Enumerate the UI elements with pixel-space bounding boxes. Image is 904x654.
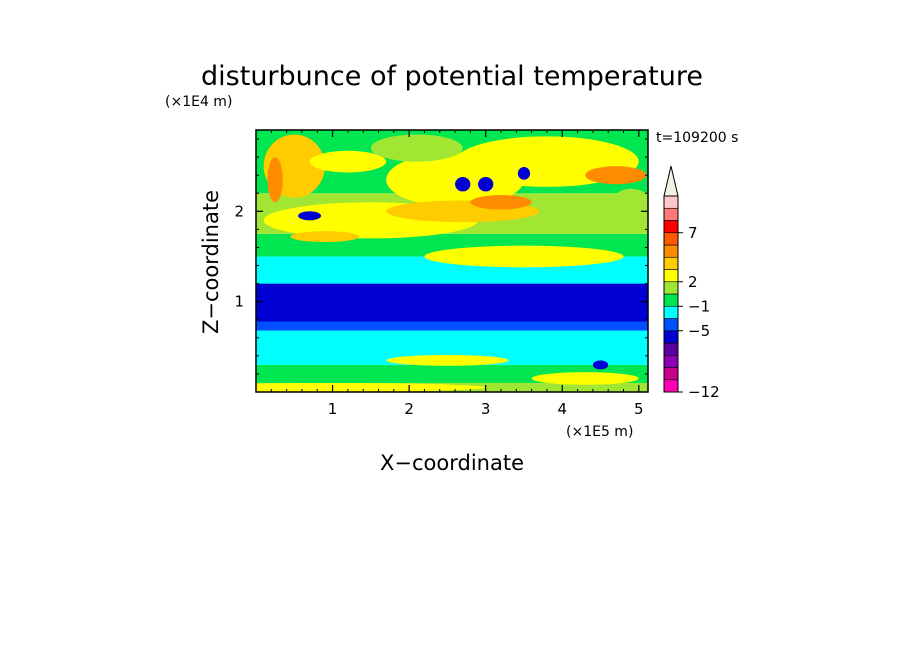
colorbar-swatch-0 [663, 379, 679, 393]
contour-blob-13 [517, 167, 531, 180]
contour-blob-11 [455, 176, 471, 192]
colorbar-swatch-14 [663, 207, 679, 221]
contour-blob-8 [267, 157, 283, 203]
contour-blob-10 [298, 211, 322, 221]
time-label: t=109200 s [656, 130, 738, 146]
contour-blob-6 [585, 166, 647, 185]
y-tick-label-2: 2 [234, 202, 244, 220]
colorbar-frame [663, 195, 679, 393]
colorbar-swatch-4 [663, 330, 679, 344]
contour-band-4 [256, 283, 648, 322]
contour-band-3 [256, 321, 648, 331]
contour-blob-16 [531, 372, 639, 385]
colorbar-swatch-2 [663, 354, 679, 368]
contour-blob-7 [470, 195, 532, 210]
colorbar-swatch-13 [663, 220, 679, 234]
plot-area [256, 130, 648, 392]
colorbar-swatch-6 [663, 305, 679, 319]
colorbar-tick-label-4: 7 [688, 224, 698, 242]
y-tick-label-1: 1 [234, 293, 244, 311]
colorbar-swatch-3 [663, 342, 679, 356]
colorbar-tick-label-2: −1 [688, 297, 710, 315]
contour-blob-9 [424, 245, 624, 268]
x-unit-label: (×1E5 m) [566, 424, 633, 440]
colorbar-tick-label-3: 2 [688, 273, 698, 291]
x-tick-label-3: 3 [481, 400, 491, 418]
contour-blob-15 [386, 354, 509, 366]
colorbar-tick-label-1: −5 [688, 322, 710, 340]
contour-blob-20 [370, 134, 463, 162]
x-axis-label: X−coordinate [380, 451, 524, 475]
y-unit-label: (×1E4 m) [165, 94, 232, 110]
x-tick-label-2: 2 [404, 400, 414, 418]
colorbar-swatch-9 [663, 269, 679, 283]
plot-frame [255, 129, 649, 393]
colorbar-swatch-7 [663, 293, 679, 307]
colorbar-swatch-8 [663, 281, 679, 295]
colorbar-swatch-15 [663, 195, 679, 209]
contour-blob-12 [478, 176, 494, 192]
contour-blob-17 [256, 382, 486, 392]
x-tick-label-4: 4 [557, 400, 567, 418]
x-tick-label-1: 1 [328, 400, 338, 418]
colorbar-extend-arrow [663, 165, 679, 197]
y-axis-ticks: 12 [234, 138, 648, 375]
contour-blob-19 [309, 150, 387, 173]
colorbar-swatch-1 [663, 367, 679, 381]
colorbar-swatch-10 [663, 256, 679, 270]
contour-blob-4 [290, 231, 360, 243]
colorbar-tick-label-0: −12 [688, 383, 720, 401]
colorbar-swatch-12 [663, 232, 679, 246]
colorbar: −12−5−127 [663, 165, 720, 401]
contour-blob-14 [592, 360, 609, 370]
x-axis-ticks: 1 2 3 4 5 [270, 130, 644, 418]
colorbar-swatch-5 [663, 318, 679, 332]
colorbar-swatch-11 [663, 244, 679, 258]
contour-blob-18 [612, 188, 648, 216]
y-axis-label: Z−coordinate [199, 190, 223, 334]
x-tick-label-5: 5 [634, 400, 644, 418]
chart-title: disturbunce of potential temperature [201, 61, 703, 92]
